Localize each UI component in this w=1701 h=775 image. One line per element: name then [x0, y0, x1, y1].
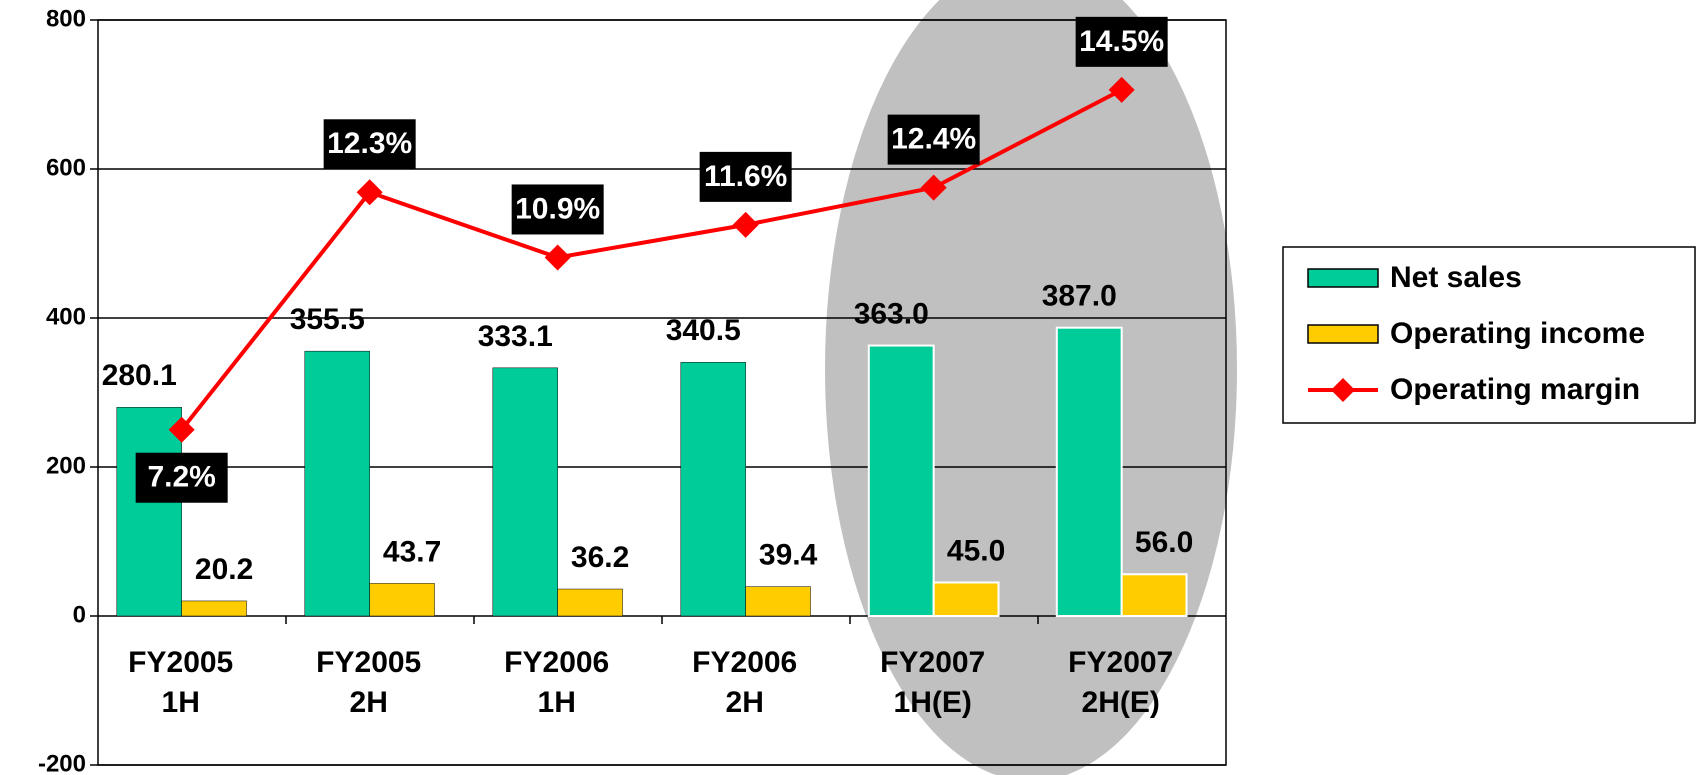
bar [116, 407, 182, 617]
margin-marker [1108, 76, 1135, 103]
bar-label: 39.4 [759, 539, 818, 572]
bar-label: 43.7 [383, 535, 441, 568]
bar-label: 333.1 [478, 320, 553, 353]
margin-label: 7.2% [147, 461, 215, 494]
bar [867, 344, 935, 617]
margin-label: 12.3% [327, 127, 412, 160]
bar-label: 355.5 [290, 303, 365, 336]
bar [1055, 326, 1123, 617]
margin-label: 11.6% [704, 160, 787, 193]
bar-label: 280.1 [102, 359, 177, 392]
x-tick-label: 1H(E) [894, 686, 972, 719]
margin-label-box [511, 184, 604, 235]
legend-swatch [1331, 378, 1355, 402]
bar [304, 350, 370, 617]
x-tick-label: FY2006 [692, 646, 797, 679]
bar [680, 362, 746, 617]
y-tick-label: 400 [46, 303, 86, 330]
margin-label-box [1075, 16, 1168, 67]
margin-label-box [887, 114, 980, 165]
x-tick-label: 2H [350, 686, 388, 719]
bar-label: 387.0 [1042, 280, 1117, 313]
legend-label: Net sales [1390, 261, 1522, 294]
x-tick-label: FY2005 [316, 646, 421, 679]
y-tick-label: 0 [73, 601, 86, 628]
legend-swatch [1307, 268, 1379, 288]
legend-swatch [1307, 324, 1379, 344]
bar [181, 600, 247, 617]
margin-label-box [135, 452, 228, 503]
bar-label: 340.5 [666, 314, 741, 347]
margin-marker [732, 211, 759, 238]
margin-label: 14.5% [1079, 25, 1164, 58]
x-tick-label: 2H [726, 686, 764, 719]
bar-label: 20.2 [195, 553, 253, 586]
plot-border [97, 19, 1227, 766]
margin-label-box [699, 151, 792, 202]
y-tick-label: 200 [46, 452, 86, 479]
bar [369, 583, 435, 617]
x-tick-label: 2H(E) [1082, 686, 1160, 719]
y-tick-label: 600 [46, 154, 86, 181]
y-tick-label: -200 [38, 750, 86, 775]
bar [1120, 573, 1188, 618]
margin-marker [920, 174, 947, 201]
margin-marker [168, 416, 195, 443]
x-tick-label: 1H [538, 686, 576, 719]
y-tick-label: 800 [46, 5, 86, 32]
bar [557, 588, 623, 617]
bar-label: 363.0 [854, 297, 929, 330]
margin-label: 10.9% [515, 192, 600, 225]
margin-marker [356, 179, 383, 206]
bar [492, 367, 558, 617]
x-tick-label: FY2007 [880, 646, 985, 679]
bar [745, 586, 811, 617]
x-tick-label: FY2006 [504, 646, 609, 679]
bar-label: 36.2 [571, 541, 629, 574]
margin-label: 12.4% [891, 123, 976, 156]
legend-label: Operating margin [1390, 373, 1640, 406]
margin-marker [544, 244, 571, 271]
margin-label-box [323, 119, 416, 170]
bar-label: 45.0 [947, 534, 1005, 567]
x-tick-label: FY2005 [128, 646, 233, 679]
bar-label: 56.0 [1135, 526, 1193, 559]
bar [932, 581, 1000, 617]
legend-label: Operating income [1390, 317, 1645, 350]
x-tick-label: FY2007 [1068, 646, 1173, 679]
margin-line [180, 88, 1123, 431]
x-tick-label: 1H [162, 686, 200, 719]
